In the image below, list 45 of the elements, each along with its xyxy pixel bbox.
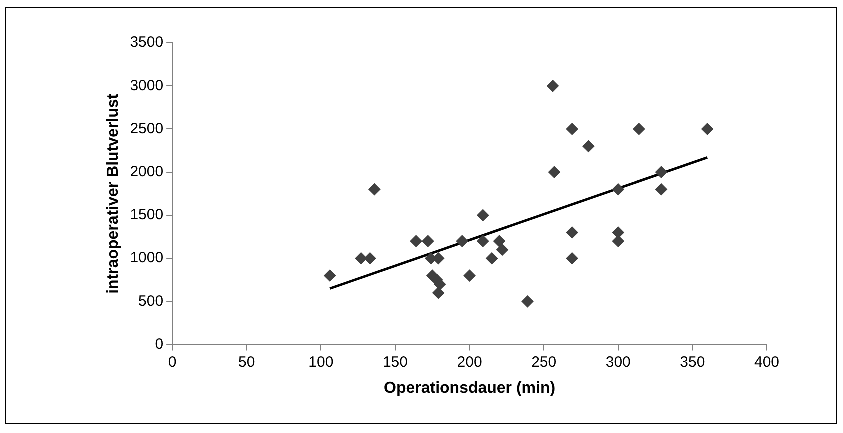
y-tick-label: 3000 <box>130 77 164 94</box>
point <box>582 140 595 152</box>
x-tick-label: 200 <box>457 354 482 371</box>
point <box>364 252 376 265</box>
point <box>547 80 560 92</box>
point <box>477 235 490 248</box>
x-tick-label: 300 <box>606 354 631 371</box>
point <box>324 270 336 282</box>
point <box>494 235 506 248</box>
y-tick-label: 2500 <box>130 120 164 138</box>
x-tick-label: 150 <box>382 354 408 371</box>
point <box>655 166 668 178</box>
point <box>496 244 508 256</box>
point <box>422 235 434 248</box>
point <box>655 184 668 196</box>
point <box>432 287 445 300</box>
x-tick-label: 100 <box>308 354 334 371</box>
point <box>355 252 368 265</box>
x-tick-label: 0 <box>168 354 177 371</box>
y-tick-label: 3500 <box>130 34 164 52</box>
y-tick-label: 2000 <box>130 163 164 180</box>
x-tick-label: 50 <box>238 354 256 371</box>
point <box>566 123 578 136</box>
point <box>522 296 534 308</box>
point <box>456 235 468 248</box>
point <box>566 252 578 265</box>
y-tick-label: 1000 <box>130 250 164 267</box>
point <box>477 209 490 222</box>
x-tick-label: 400 <box>754 354 780 371</box>
point <box>612 184 624 196</box>
y-tick-label: 500 <box>138 292 164 310</box>
y-tick-label: 1500 <box>130 206 164 224</box>
point <box>633 123 646 136</box>
point <box>548 166 560 178</box>
point <box>368 184 381 196</box>
point <box>702 123 714 136</box>
x-axis-title: Operationsdauer (min) <box>384 380 556 397</box>
point <box>464 270 476 282</box>
point <box>566 226 578 239</box>
x-tick-label: 250 <box>532 354 557 371</box>
y-tick-label: 0 <box>155 336 164 353</box>
y-axis-title: intraoperativer Blutverlust <box>105 93 122 294</box>
point <box>486 252 498 265</box>
point <box>410 235 422 248</box>
x-tick-label: 350 <box>680 354 706 371</box>
